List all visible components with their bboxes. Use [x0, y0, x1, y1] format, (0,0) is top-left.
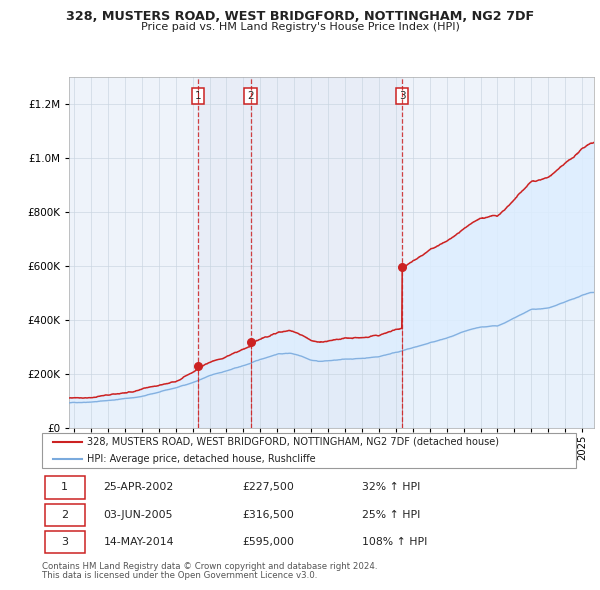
- Text: 3: 3: [399, 91, 406, 101]
- Text: Price paid vs. HM Land Registry's House Price Index (HPI): Price paid vs. HM Land Registry's House …: [140, 22, 460, 32]
- Text: £316,500: £316,500: [242, 510, 294, 520]
- Text: 2: 2: [61, 510, 68, 520]
- Text: 3: 3: [61, 537, 68, 547]
- FancyBboxPatch shape: [44, 531, 85, 553]
- FancyBboxPatch shape: [42, 433, 576, 468]
- Bar: [251, 77, 402, 428]
- Text: 1: 1: [61, 483, 68, 493]
- Text: 328, MUSTERS ROAD, WEST BRIDGFORD, NOTTINGHAM, NG2 7DF: 328, MUSTERS ROAD, WEST BRIDGFORD, NOTTI…: [66, 10, 534, 23]
- Text: HPI: Average price, detached house, Rushcliffe: HPI: Average price, detached house, Rush…: [88, 454, 316, 464]
- Text: 14-MAY-2014: 14-MAY-2014: [103, 537, 174, 547]
- Text: 32% ↑ HPI: 32% ↑ HPI: [362, 483, 421, 493]
- Text: 25% ↑ HPI: 25% ↑ HPI: [362, 510, 421, 520]
- Text: 25-APR-2002: 25-APR-2002: [103, 483, 173, 493]
- FancyBboxPatch shape: [44, 476, 85, 499]
- Text: 1: 1: [195, 91, 202, 101]
- Text: Contains HM Land Registry data © Crown copyright and database right 2024.: Contains HM Land Registry data © Crown c…: [42, 562, 377, 571]
- Text: 108% ↑ HPI: 108% ↑ HPI: [362, 537, 428, 547]
- Text: This data is licensed under the Open Government Licence v3.0.: This data is licensed under the Open Gov…: [42, 571, 317, 579]
- Text: 2: 2: [247, 91, 254, 101]
- Text: 328, MUSTERS ROAD, WEST BRIDGFORD, NOTTINGHAM, NG2 7DF (detached house): 328, MUSTERS ROAD, WEST BRIDGFORD, NOTTI…: [88, 437, 499, 447]
- Bar: [198, 77, 251, 428]
- Text: £595,000: £595,000: [242, 537, 294, 547]
- Text: £227,500: £227,500: [242, 483, 294, 493]
- FancyBboxPatch shape: [44, 504, 85, 526]
- Text: 03-JUN-2005: 03-JUN-2005: [103, 510, 173, 520]
